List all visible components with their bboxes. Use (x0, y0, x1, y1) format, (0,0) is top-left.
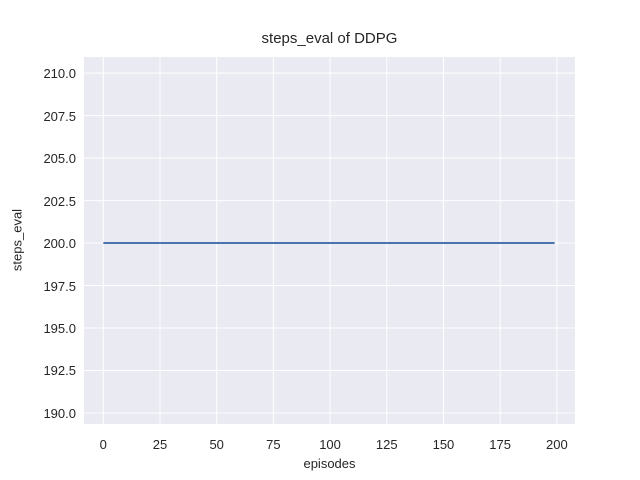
x-tick-label: 175 (489, 437, 511, 452)
plot-area (84, 57, 575, 424)
y-tick-label: 205.0 (43, 151, 76, 167)
x-tick-label: 100 (319, 437, 341, 452)
y-tick-label: 202.5 (43, 193, 76, 209)
chart-title: steps_eval of DDPG (261, 30, 398, 47)
y-tick-label: 190.0 (43, 405, 76, 421)
y-tick-label: 192.5 (43, 363, 76, 379)
y-tick-label: 207.5 (43, 108, 76, 124)
x-tick-label: 150 (432, 437, 455, 452)
x-tick-label: 50 (209, 437, 224, 452)
x-tick-label: 200 (545, 437, 568, 452)
x-tick-label: 25 (152, 437, 168, 452)
x-tick-label: 125 (375, 437, 398, 452)
plot-area-svg (84, 57, 575, 424)
x-axis-label: episodes (303, 456, 356, 471)
y-tick-label: 195.0 (43, 321, 76, 336)
x-tick-label: 0 (99, 437, 107, 452)
x-tick-label: 75 (266, 437, 281, 452)
y-tick-label: 200.0 (43, 236, 76, 252)
y-tick-label: 210.0 (43, 66, 76, 82)
y-tick-label: 197.5 (43, 278, 76, 294)
